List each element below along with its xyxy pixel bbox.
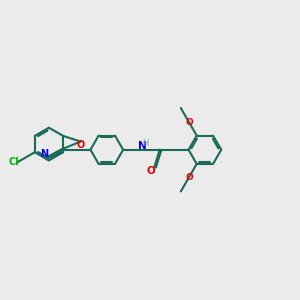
Text: O: O bbox=[185, 118, 193, 127]
Text: O: O bbox=[77, 140, 85, 150]
Text: O: O bbox=[146, 166, 155, 176]
Text: N: N bbox=[40, 149, 49, 159]
Text: H: H bbox=[142, 139, 149, 148]
Text: Cl: Cl bbox=[8, 157, 19, 167]
Text: O: O bbox=[185, 173, 193, 182]
Text: N: N bbox=[138, 141, 147, 151]
